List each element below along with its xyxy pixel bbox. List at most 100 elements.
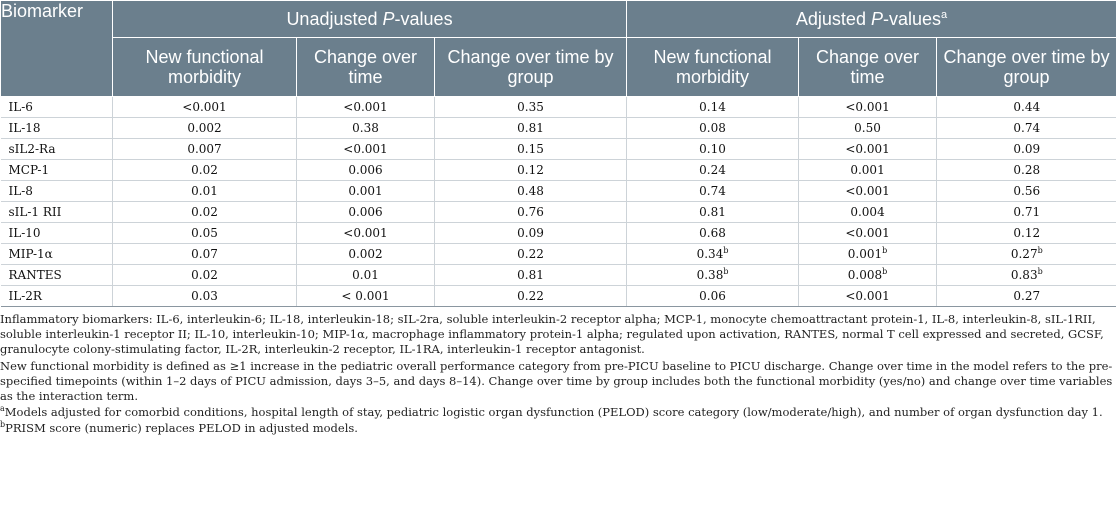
cell-value: 0.12 bbox=[517, 163, 544, 177]
cell-value: 0.81 bbox=[517, 121, 544, 135]
cell-value: 0.03 bbox=[191, 289, 218, 303]
table-row: sIL2-Ra 0.007 <0.001 0.15 0.10 <0.001 0.09 bbox=[0, 138, 1116, 160]
table-wrapper: Biomarker Unadjusted P-values Adjusted P… bbox=[0, 0, 1116, 436]
cell-value: 0.001 bbox=[348, 184, 383, 198]
cell-value: 0.10 bbox=[699, 142, 726, 156]
table-row: IL-6 <0.001 <0.001 0.35 0.14 <0.001 0.44 bbox=[0, 96, 1116, 118]
cell-value: 0.48 bbox=[517, 184, 544, 198]
cell-footnote-mark: b bbox=[723, 267, 729, 276]
cell-value: <0.001 bbox=[845, 226, 890, 240]
cell-adj-change-time: <0.001 bbox=[798, 138, 938, 160]
cell-unadj-change-group: 0.22 bbox=[434, 243, 628, 265]
cell-value: IL-6 bbox=[8, 100, 33, 114]
cell-adj-change-time: 0.001b bbox=[798, 243, 938, 265]
cell-value: 0.02 bbox=[191, 268, 218, 282]
cell-footnote-mark: b bbox=[882, 246, 888, 255]
col-header-unadj-change-time: Change over time bbox=[296, 37, 435, 97]
cell-value: 0.22 bbox=[517, 247, 544, 261]
cell-adj-change-group: 0.27b bbox=[936, 243, 1116, 265]
table-row: RANTES 0.02 0.01 0.81 0.38b 0.008b 0.83b bbox=[0, 264, 1116, 286]
cell-unadj-change-time: <0.001 bbox=[296, 96, 435, 118]
table-row: IL-8 0.01 0.001 0.48 0.74 <0.001 0.56 bbox=[0, 180, 1116, 202]
cell-adj-new-morbidity: 0.08 bbox=[626, 117, 800, 139]
cell-adj-change-group: 0.28 bbox=[936, 159, 1116, 181]
footnote-b: bPRISM score (numeric) replaces PELOD in… bbox=[0, 421, 1116, 436]
cell-unadj-change-group: 0.35 bbox=[434, 96, 628, 118]
cell-adj-change-time: <0.001 bbox=[798, 180, 938, 202]
cell-unadj-change-group: 0.09 bbox=[434, 222, 628, 244]
cell-unadj-change-time: <0.001 bbox=[296, 222, 435, 244]
cell-value: 0.006 bbox=[348, 163, 383, 177]
footnote-a-mark: a bbox=[0, 404, 5, 414]
cell-value: 0.74 bbox=[1013, 121, 1041, 135]
cell-value: 0.02 bbox=[191, 163, 218, 177]
cell-footnote-mark: b bbox=[882, 267, 888, 276]
unadjusted-suffix: -values bbox=[394, 9, 453, 29]
col-header-adj-new-morbidity: New functional morbidity bbox=[626, 37, 800, 97]
cell-value: RANTES bbox=[8, 268, 62, 282]
cell-adj-change-time: <0.001 bbox=[798, 96, 938, 118]
cell-value: <0.001 bbox=[845, 100, 890, 114]
cell-value: <0.001 bbox=[845, 184, 890, 198]
cell-adj-change-group: 0.27 bbox=[936, 285, 1116, 307]
col-header-adj-change-group: Change over time by group bbox=[936, 37, 1116, 97]
cell-unadj-new-morbidity: 0.02 bbox=[112, 201, 297, 223]
cell-value: 0.27 bbox=[1013, 289, 1041, 303]
table-row: MIP-1α 0.07 0.002 0.22 0.34b 0.001b 0.27b bbox=[0, 243, 1116, 265]
cell-adj-change-group: 0.44 bbox=[936, 96, 1116, 118]
cell-value: MIP-1α bbox=[8, 247, 53, 261]
cell-value: <0.001 bbox=[845, 289, 890, 303]
cell-adj-change-group: 0.71 bbox=[936, 201, 1116, 223]
cell-unadj-change-group: 0.81 bbox=[434, 264, 628, 286]
cell-unadj-change-time: 0.002 bbox=[296, 243, 435, 265]
cell-value: < 0.001 bbox=[341, 289, 390, 303]
table-row: MCP-1 0.02 0.006 0.12 0.24 0.001 0.28 bbox=[0, 159, 1116, 181]
cell-value: 0.12 bbox=[1013, 226, 1041, 240]
cell-value: 0.28 bbox=[1013, 163, 1041, 177]
biomarker-header: Biomarker bbox=[0, 0, 113, 97]
cell-value: 0.09 bbox=[1013, 142, 1041, 156]
col-header-unadj-new-morbidity: New functional morbidity bbox=[112, 37, 297, 97]
footnote-a: aModels adjusted for comorbid conditions… bbox=[0, 405, 1116, 420]
cell-value: IL-10 bbox=[8, 226, 41, 240]
cell-unadj-new-morbidity: 0.03 bbox=[112, 285, 297, 307]
cell-value: 0.22 bbox=[517, 289, 544, 303]
biomarker-name: MIP-1α bbox=[0, 243, 113, 265]
cell-unadj-new-morbidity: 0.02 bbox=[112, 159, 297, 181]
cell-value: 0.008 bbox=[847, 268, 883, 282]
cell-value: 0.38 bbox=[352, 121, 379, 135]
footnote-b-mark: b bbox=[0, 420, 6, 430]
biomarker-name: sIL2-Ra bbox=[0, 138, 113, 160]
cell-value: 0.15 bbox=[517, 142, 544, 156]
biomarker-name: MCP-1 bbox=[0, 159, 113, 181]
footnote-a-text: Models adjusted for comorbid conditions,… bbox=[4, 405, 1103, 420]
cell-adj-new-morbidity: 0.34b bbox=[626, 243, 800, 265]
cell-adj-change-group: 0.09 bbox=[936, 138, 1116, 160]
cell-unadj-new-morbidity: 0.05 bbox=[112, 222, 297, 244]
col-header-unadj-change-group: Change over time by group bbox=[433, 37, 628, 97]
unadjusted-label: Unadjusted bbox=[286, 9, 378, 29]
cell-unadj-change-group: 0.81 bbox=[434, 117, 628, 139]
cell-value: 0.27 bbox=[1010, 247, 1038, 261]
cell-adj-change-time: <0.001 bbox=[798, 222, 938, 244]
biomarker-name: IL-18 bbox=[0, 117, 113, 139]
cell-adj-new-morbidity: 0.68 bbox=[626, 222, 800, 244]
cell-unadj-change-group: 0.15 bbox=[434, 138, 628, 160]
cell-value: 0.68 bbox=[699, 226, 726, 240]
cell-unadj-change-group: 0.48 bbox=[434, 180, 628, 202]
adjusted-suffix: -values bbox=[883, 9, 942, 29]
cell-adj-new-morbidity: 0.74 bbox=[626, 180, 800, 202]
cell-value: 0.001 bbox=[850, 163, 885, 177]
cell-value: 0.35 bbox=[517, 100, 544, 114]
cell-value: 0.004 bbox=[850, 205, 885, 219]
biomarker-name: IL-6 bbox=[0, 96, 113, 118]
cell-value: 0.01 bbox=[352, 268, 379, 282]
cell-unadj-change-time: 0.001 bbox=[296, 180, 435, 202]
table-body: IL-6 <0.001 <0.001 0.35 0.14 <0.001 0.44 IL-18 0… bbox=[0, 96, 1116, 307]
cell-value: IL-18 bbox=[8, 121, 41, 135]
biomarker-name: sIL-1 RII bbox=[0, 201, 113, 223]
cell-value: 0.24 bbox=[699, 163, 726, 177]
note-definition: New functional morbidity is defined as ≥… bbox=[0, 358, 1113, 404]
cell-value: 0.56 bbox=[1013, 184, 1041, 198]
cell-value: MCP-1 bbox=[8, 163, 50, 177]
